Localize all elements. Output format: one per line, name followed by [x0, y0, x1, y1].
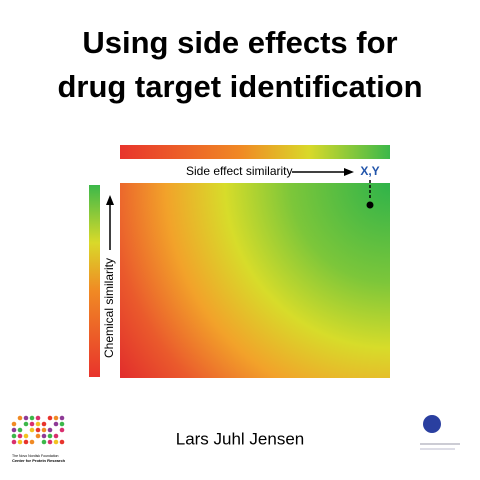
logo-dot [29, 439, 35, 445]
logo-dot [29, 427, 35, 433]
logo-dot [41, 427, 47, 433]
logo-text: The Novo Nordisk Foundation [12, 454, 59, 458]
logo-dot [59, 427, 65, 433]
color-bar [89, 185, 100, 377]
logo-dot [17, 415, 23, 421]
logo-dot [53, 415, 59, 421]
logo-dot [35, 427, 41, 433]
color-bar [120, 145, 390, 159]
logo-dot [35, 433, 41, 439]
logo-dot [35, 415, 41, 421]
author: Lars Juhl Jensen [176, 429, 305, 448]
arrow-head [106, 195, 114, 205]
logo-dot [47, 415, 53, 421]
logo-dot [29, 415, 35, 421]
logo-dot [29, 421, 35, 427]
logo-dot [23, 415, 29, 421]
logo-dot [41, 433, 47, 439]
logo-dot [11, 433, 17, 439]
logo-dot [35, 421, 41, 427]
y-label: Chemical similarity [102, 258, 116, 358]
logo-text: Center for Protein Research [12, 458, 66, 463]
logo-dot [23, 421, 29, 427]
arrow-head [344, 168, 354, 176]
logo-dot [41, 439, 47, 445]
title-line: Using side effects for [82, 25, 397, 60]
logo-dot [23, 433, 29, 439]
logo-dot [53, 421, 59, 427]
marker-dot [366, 201, 374, 209]
logo-dot [53, 439, 59, 445]
logo-dot [11, 427, 17, 433]
logo-dot [47, 427, 53, 433]
title-line: drug target identification [57, 69, 422, 104]
logo-dot [59, 439, 65, 445]
logo-dot [59, 415, 65, 421]
logo-dot [17, 427, 23, 433]
logo-mark [423, 415, 441, 433]
x-label: Side effect similarity [186, 164, 292, 178]
logo [11, 415, 65, 445]
logo-dot [11, 439, 17, 445]
logo-dot [11, 421, 17, 427]
logo-dot [47, 433, 53, 439]
logo [420, 415, 460, 450]
logo-dot [47, 439, 53, 445]
logo-dot [59, 421, 65, 427]
logo-dot [23, 439, 29, 445]
logo-dot [17, 439, 23, 445]
marker-label: X,Y [360, 164, 379, 178]
logo-dot [53, 433, 59, 439]
logo-dot [17, 433, 23, 439]
heatmap [120, 183, 390, 378]
logo-dot [41, 421, 47, 427]
